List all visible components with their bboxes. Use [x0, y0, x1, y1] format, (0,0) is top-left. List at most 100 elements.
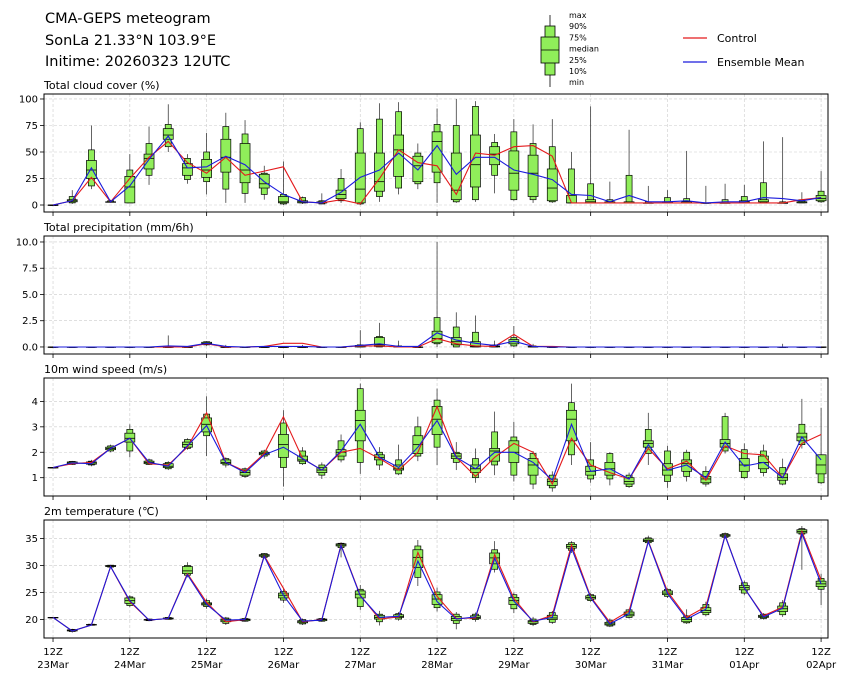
x-tick-date: 24Mar [114, 660, 146, 671]
y-tick-label: 25 [25, 588, 38, 599]
x-tick-date: 02Apr [806, 660, 837, 671]
y-tick-label: 1 [32, 473, 38, 484]
ensemble-box [412, 416, 424, 462]
ensemble-box [374, 322, 385, 348]
box-p25-p75 [412, 549, 424, 568]
x-tick-date: 28Mar [421, 660, 453, 671]
ensemble-box [508, 421, 520, 482]
panel-frame [43, 93, 829, 213]
ensemble-box [335, 168, 347, 203]
ensemble-mean-line [52, 135, 822, 206]
x-tick-hour: 12Z [120, 647, 140, 658]
ensemble-box [354, 330, 366, 348]
x-tick-hour: 12Z [734, 647, 754, 658]
x-tick-hour: 12Z [504, 647, 524, 658]
box-p25-p75 [546, 168, 558, 202]
x-tick-hour: 12Z [43, 647, 63, 658]
init-time-label: Initime: 20260323 12UTC [45, 54, 230, 70]
box-p25-p75 [450, 152, 462, 201]
box-p25-p75 [162, 128, 174, 140]
ensemble-box [527, 124, 539, 203]
ensemble-box [527, 450, 539, 490]
panel-title: 2m temperature (℃) [44, 505, 159, 518]
ensemble-box [681, 150, 693, 204]
y-tick-label: 75 [25, 121, 38, 132]
x-tick-hour: 12Z [811, 647, 831, 658]
x-tick-date: 26Mar [268, 660, 300, 671]
box-p25-p75 [470, 134, 481, 188]
panel-0: Total cloud cover (%) 0 25 50 75 100 [19, 79, 829, 216]
legend-control-label: Control [717, 32, 757, 45]
x-tick-date: 31Mar [652, 660, 684, 671]
y-tick-label: 35 [25, 534, 38, 545]
box-p25-p75 [527, 154, 539, 197]
ensemble-box [470, 101, 481, 202]
y-tick-label: 5.0 [22, 290, 38, 301]
x-tick-date: 23Mar [37, 660, 69, 671]
y-tick-label: 0.0 [22, 342, 38, 353]
ensemble-box [623, 472, 635, 488]
x-tick-date: 01Apr [729, 660, 760, 671]
box-p25-p75 [489, 448, 501, 462]
panel-title: Total precipitation (mm/6h) [43, 221, 194, 234]
box-p10-p90 [721, 416, 729, 452]
x-tick-date: 25Mar [191, 660, 223, 671]
ensemble-box [719, 183, 731, 204]
ensemble-mean-line [52, 419, 822, 482]
y-tick-label: 50 [25, 147, 38, 158]
station-label: SonLa 21.33°N 103.9°E [45, 33, 216, 49]
ensemble-box [335, 434, 347, 463]
ensemble-box [700, 185, 712, 204]
box-p25-p75 [393, 134, 405, 177]
ensemble-box [642, 412, 654, 465]
line-legend: Control Ensemble Mean [683, 32, 804, 69]
ensemble-box [354, 584, 366, 610]
y-tick-label: 30 [25, 561, 38, 572]
panel-1: Total precipitation (mm/6h) 0.0 2.5 5.0 7.5 1… [16, 221, 829, 358]
box-p25-p75 [354, 409, 366, 442]
ensemble-mean-line [53, 332, 822, 348]
legend-box-label: max [569, 11, 587, 20]
x-tick-date: 29Mar [498, 660, 530, 671]
ensemble-box [182, 154, 193, 184]
ensemble-box [758, 141, 769, 204]
y-tick-label: 20 [25, 615, 38, 626]
box-p25-p75 [278, 434, 289, 458]
box-p25-p75 [124, 432, 136, 443]
ensemble-box [374, 103, 385, 202]
chart-title: CMA-GEPS meteogram [45, 11, 211, 27]
box-p25-p75 [182, 566, 193, 574]
y-tick-label: 25 [25, 174, 38, 185]
box-p25-p75 [143, 153, 155, 170]
box-p25-p75 [278, 196, 289, 204]
y-tick-label: 4 [32, 397, 38, 408]
ensemble-box [546, 471, 558, 492]
y-tick-label: 100 [19, 94, 38, 105]
y-tick-label: 2 [32, 448, 38, 459]
panel-title: Total cloud cover (%) [43, 79, 160, 92]
ensemble-box [86, 125, 97, 190]
box-p25-p75 [201, 159, 212, 178]
panel-3: 2m temperature (℃) 20 25 30 35 [25, 505, 829, 642]
ensemble-box [412, 143, 424, 190]
ensemble-box [738, 184, 750, 204]
x-tick-date: 30Mar [575, 660, 607, 671]
ensemble-box [354, 122, 366, 206]
ensemble-box [815, 407, 827, 485]
x-tick-hour: 12Z [581, 647, 601, 658]
ensemble-box [758, 444, 769, 477]
y-tick-label: 10.0 [16, 237, 38, 248]
ensemble-box [201, 132, 212, 195]
legend-box-label: min [569, 78, 584, 87]
box-p25-p75 [412, 155, 424, 183]
legend-box-label: 90% [569, 22, 587, 31]
x-tick-hour: 12Z [274, 647, 294, 658]
ensemble-box [777, 137, 789, 204]
box-p25-p75 [815, 454, 827, 475]
box-p25-p75 [431, 594, 443, 605]
y-tick-label: 2.5 [22, 316, 38, 327]
box-p10-p90 [625, 174, 633, 204]
ensemble-box [239, 120, 251, 203]
